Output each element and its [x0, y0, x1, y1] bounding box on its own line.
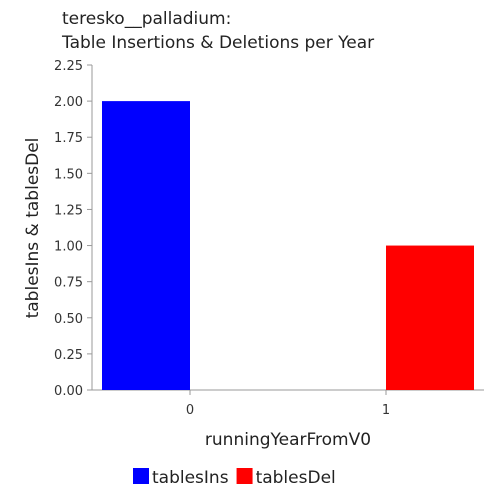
- y-tick-label: 0.00: [54, 384, 83, 399]
- x-axis-title: runningYearFromV0: [205, 430, 371, 450]
- y-tick-label: 1.25: [54, 203, 83, 218]
- y-tick-label: 0.25: [54, 348, 83, 363]
- chart-title-line-2: Table Insertions & Deletions per Year: [62, 33, 375, 53]
- y-tick-label: 1.00: [54, 240, 83, 255]
- legend-label-tablesIns: tablesIns: [152, 468, 229, 488]
- legend-label-tablesDel: tablesDel: [256, 468, 336, 488]
- legend-swatch-tablesIns: [133, 468, 149, 484]
- legend-swatch-tablesDel: [236, 468, 253, 484]
- y-tick-label: 1.50: [54, 167, 83, 182]
- y-tick-label: 0.50: [54, 312, 83, 327]
- y-tick-label: 2.25: [54, 59, 83, 74]
- y-tick-label: 1.75: [54, 131, 83, 146]
- legend: tablesIns tablesDel: [133, 468, 336, 488]
- bar-tablesDel-1: [386, 245, 474, 390]
- y-axis-ticks: 0.00 0.25 0.50 0.75 1.00 1.25 1.50 1.75 2.00 2.25: [54, 59, 92, 399]
- x-tick-label: 1: [382, 403, 390, 418]
- y-axis-title: tablesIns & tablesDel: [23, 138, 43, 319]
- chart-title-line-1: teresko__palladium:: [62, 9, 232, 29]
- y-tick-label: 2.00: [54, 95, 83, 110]
- y-tick-label: 0.75: [54, 276, 83, 291]
- bar-tablesIns-0: [102, 101, 190, 390]
- x-tick-label: 0: [186, 403, 194, 418]
- chart-title: teresko__palladium: Table Insertions & D…: [62, 7, 374, 55]
- bars: [102, 101, 474, 390]
